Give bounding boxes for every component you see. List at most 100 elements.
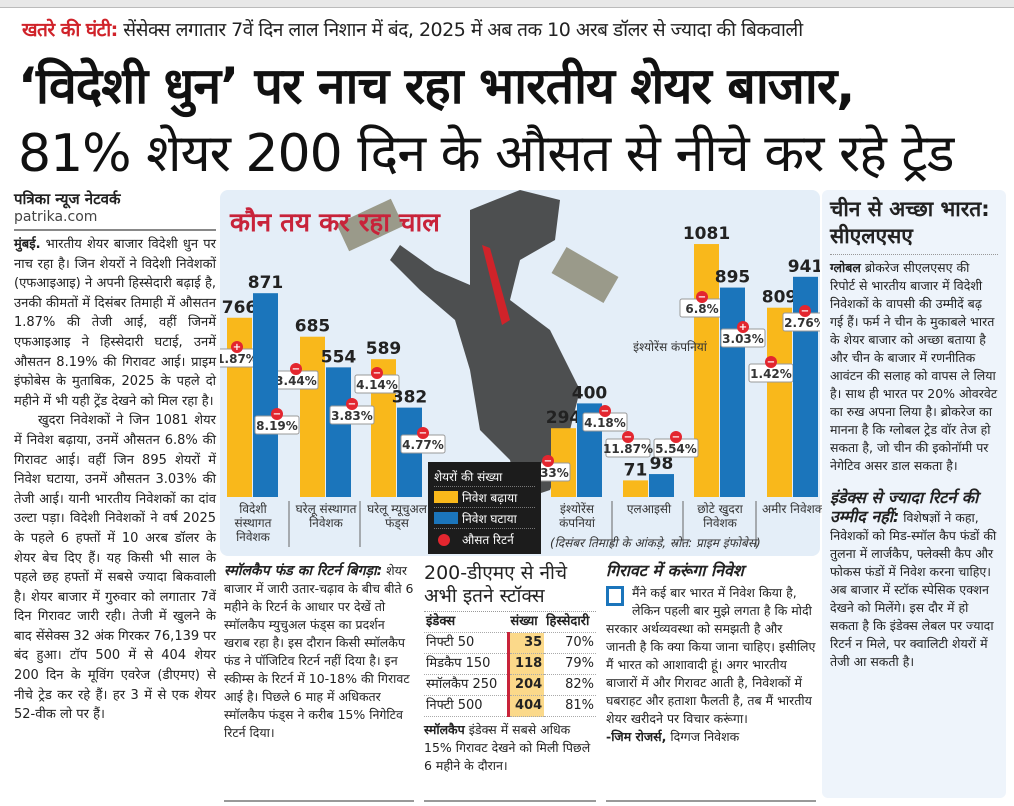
sidebar: चीन से अच्छा भारत: सीएलएसए ग्लोबल ब्रोकर… — [822, 190, 1006, 798]
return-label: 6.8% — [685, 302, 718, 316]
chart-svg: 766+1.87%685−3.44%589−4.14%294−5.33% 71−1… — [220, 190, 820, 547]
minus-icon — [696, 291, 708, 303]
bar-value-label: 685 — [295, 317, 331, 337]
legend-item-decreased: निवेश घटाया — [434, 508, 535, 529]
minus-icon — [271, 408, 283, 420]
bar-chart: 766 +1.87% 685−3.44% 589−4.14% 294−5.33% 71−1… — [220, 190, 824, 556]
chart-source: (दिसंबर तिमाही के आंकड़े, स्रोत: प्राइम … — [550, 536, 761, 550]
plus-icon — [231, 341, 243, 353]
return-sign: − — [373, 368, 381, 379]
minus-icon — [765, 356, 777, 368]
quote-icon — [606, 586, 624, 606]
table-row: मिडकैप 150 118 79% — [424, 653, 596, 675]
dma-note: स्मॉलकैप इंडेक्स में सबसे अधिक 15% गिराव… — [424, 722, 591, 773]
bar-value-label: 809 — [762, 288, 798, 308]
main-story: पत्रिका न्यूज नेटवर्क patrika.com मुंबई.… — [14, 190, 216, 725]
return-sign: − — [348, 399, 356, 410]
legend: शेयरों की संख्या निवेश बढ़ाया निवेश घटाय… — [428, 462, 541, 554]
bar-value-label: 400 — [572, 383, 608, 403]
return-sign: − — [624, 432, 632, 443]
return-sign: + — [233, 342, 241, 353]
return-label: 3.83% — [331, 409, 373, 423]
return-label: 4.18% — [584, 416, 626, 430]
bull-illustration — [336, 190, 619, 500]
bar — [623, 480, 648, 497]
legend-item-return: औसत रिटर्न — [434, 529, 535, 550]
return-sign: − — [419, 428, 427, 439]
bar — [720, 287, 745, 497]
quote-box: गिरावट में करूंगा निवेश मैंने कई बार भार… — [606, 562, 816, 802]
legend-title: शेयरों की संख्या — [434, 466, 535, 487]
table-row: निफ्टी 50 35 70% — [424, 632, 596, 654]
annotation: इंश्योरेंस कंपनियां — [633, 340, 707, 354]
bar-value-label: 382 — [392, 388, 428, 408]
minus-icon — [799, 305, 811, 317]
bar-value-label: 895 — [715, 268, 751, 288]
category-label: विदेशी संस्थागत निवेशक — [234, 502, 272, 544]
story-para2: खुदरा निवेशकों ने जिन 1081 शेयर में निवे… — [14, 413, 216, 723]
sidebar-sub: इंडेक्स से ज्यादा रिटर्न की उम्मीद नहीं:… — [830, 488, 997, 670]
bar — [649, 474, 674, 497]
return-label: 2.76% — [784, 316, 820, 330]
chart-title: कौन तय कर रहा चाल — [230, 208, 440, 238]
return-label: 4.77% — [402, 438, 444, 452]
return-sign: − — [273, 409, 281, 420]
minus-icon — [346, 398, 358, 410]
bar — [300, 336, 325, 497]
return-sign: − — [767, 357, 775, 368]
category-label: घरेलू म्यूचुअल फंड्स — [367, 502, 427, 530]
return-sign: + — [739, 322, 747, 333]
bar-value-label: 766 — [222, 298, 258, 318]
kicker: खतरे की घंटी: सेंसेक्स लगातार 7वें दिन ल… — [22, 19, 803, 41]
bar — [326, 367, 351, 497]
sidebar-title: चीन से अच्छा भारत: सीएलएसए — [830, 196, 998, 255]
headline-line1: ‘विदेशी धुन’ पर नाच रहा भारतीय शेयर बाजा… — [18, 57, 855, 115]
bar-value-label: 941 — [788, 257, 820, 277]
return-label: 8.19% — [256, 419, 298, 433]
return-sign: − — [672, 432, 680, 443]
minus-icon — [290, 363, 302, 375]
return-label: 11.87% — [603, 442, 653, 456]
category-label: इंश्योरेंस कंपनियां — [559, 502, 595, 530]
return-label: 3.03% — [722, 332, 764, 346]
minus-icon — [542, 455, 554, 467]
category-label: एलआइसी — [626, 502, 672, 516]
minus-icon — [670, 431, 682, 443]
bar — [767, 307, 792, 497]
return-label: 4.14% — [356, 378, 398, 392]
bar-value-label: 98 — [650, 454, 674, 474]
legend-item-increased: निवेश बढ़ाया — [434, 487, 535, 508]
bar-value-label: 554 — [321, 347, 357, 367]
headline-line2: 81% शेयर 200 दिन के औसत से नीचे कर रहे ट… — [18, 124, 954, 184]
return-label: 1.42% — [750, 367, 792, 381]
return-label: 3.44% — [275, 374, 317, 388]
table-row: निफ्टी 500 404 81% — [424, 695, 596, 717]
return-label: 1.87% — [220, 352, 258, 366]
quote-text: मैंने कई बार भारत में निवेश किया है, लेक… — [606, 585, 816, 744]
return-sign: − — [292, 364, 300, 375]
bar-value-label: 871 — [248, 273, 284, 293]
site: patrika.com — [14, 208, 216, 231]
minus-icon — [417, 427, 429, 439]
top-strip — [0, 0, 1014, 8]
bar-value-label: 1081 — [683, 224, 730, 244]
bar-value-label: 294 — [546, 408, 582, 428]
bar-value-label: 589 — [366, 339, 402, 359]
sidebar-text: ग्लोबल ब्रोकरेज सीएलएसए की रिपोर्ट से भा… — [830, 260, 998, 473]
smallcap-box: स्मॉलकैप फंड का रिटर्न बिगड़ा: शेयर बाजा… — [224, 562, 414, 802]
return-sign: − — [601, 406, 609, 417]
story-para1: मुंबई. भारतीय शेयर बाजार विदेशी धुन पर न… — [14, 237, 216, 409]
category-label: छोटे खुदरा निवेशक — [697, 502, 743, 530]
return-sign: − — [698, 292, 706, 303]
category-label: अमीर निवेशक — [762, 502, 824, 516]
minus-icon — [599, 405, 611, 417]
plus-icon — [737, 321, 749, 333]
minus-icon — [622, 431, 634, 443]
minus-icon — [371, 367, 383, 379]
category-label: घरेलू संस्थागत निवेशक — [295, 502, 357, 530]
return-sign: − — [801, 306, 809, 317]
table-row: स्मॉलकैप 250 204 82% — [424, 674, 596, 696]
return-label: 5.54% — [655, 442, 697, 456]
dma-table: इंडेक्स संख्या हिस्सेदारी निफ्टी 50 35 70% म… — [424, 612, 596, 717]
dma-title: 200-डीएमए से नीचे अभी इतने स्टॉक्स — [424, 562, 596, 612]
